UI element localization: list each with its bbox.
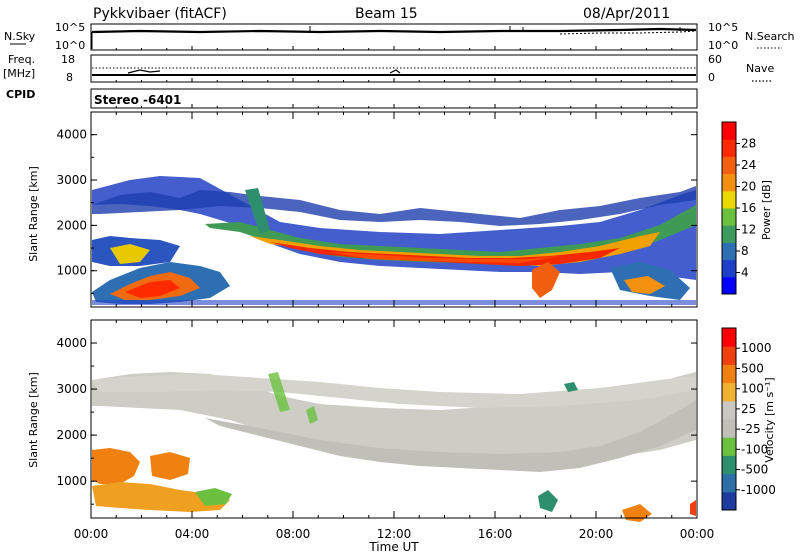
velocity-colorbar-label: Velocity [m s⁻¹]: [763, 377, 776, 462]
colorbar-tick-label: 12: [741, 223, 756, 237]
colorbar-tick-label: 28: [741, 137, 756, 151]
colorbar-tick-label: 25: [741, 402, 756, 416]
freq-tick-top: 18: [61, 53, 75, 66]
colorbar-segment: [722, 455, 736, 475]
cpid-mode: Stereo -6401: [94, 93, 181, 107]
power-panel: 4000 3000 2000 1000: [56, 111, 698, 308]
power-ylabel: Slant Range [km]: [27, 166, 40, 262]
y-tick-label: 1000: [56, 474, 87, 488]
colorbar-segment: [722, 346, 736, 365]
colorbar-frame: [721, 327, 737, 511]
power-scatter: [92, 176, 696, 305]
x-tick-label: 12:00: [377, 527, 412, 541]
colorbar-tick-label: 100: [741, 382, 764, 396]
x-axis-title: Time UT: [368, 540, 419, 554]
colorbar-tick-label: -25: [741, 422, 761, 436]
power-colorbar: 28 24 20 16 12 8 4: [721, 121, 756, 295]
velocity-colorbar: 1000 500 100 25 -25 -100 -500 -1000: [721, 327, 776, 511]
colorbar-segment: [722, 364, 736, 384]
colorbar-segment: [722, 419, 736, 438]
colorbar-segment: [722, 437, 736, 456]
velocity-ylabel: Slant Range [km]: [27, 372, 40, 468]
colorbar-tick-label: 4: [741, 266, 749, 280]
x-tick-label: 00:00: [74, 527, 109, 541]
y-tick-label: 3000: [56, 382, 87, 396]
colorbar-tick-label: 1000: [741, 341, 772, 355]
y-tick-label: 2000: [56, 428, 87, 442]
beam-title: Beam 15: [355, 6, 418, 22]
nsky-tick-bottom: 10^0: [55, 39, 85, 52]
power-x-ticks: [90, 112, 698, 307]
nsearch-tick-top: 10^5: [708, 21, 738, 34]
station-title: Pykkvibaer (fitACF): [93, 6, 227, 22]
nsky-tick-top: 10^5: [55, 21, 85, 34]
nave-tick-top: 60: [708, 53, 722, 66]
colorbar-segment: [722, 156, 736, 175]
date-title: 08/Apr/2011: [583, 6, 670, 22]
y-tick-label: 3000: [56, 173, 87, 187]
x-tick-label: 08:00: [276, 527, 311, 541]
colorbar-segment: [722, 491, 736, 511]
colorbar-segment: [722, 328, 736, 347]
colorbar-segment: [722, 122, 736, 140]
freq-label-line1: Freq.: [8, 53, 35, 66]
y-tick-label: 2000: [56, 218, 87, 232]
colorbar-segment: [722, 208, 736, 226]
colorbar-segment: [722, 225, 736, 243]
x-tick-label: 20:00: [579, 527, 614, 541]
velocity-x-ticks: [90, 320, 698, 518]
colorbar-segment: [722, 139, 736, 157]
x-axis-labels: 00:00 04:00 08:00 12:00 16:00 20:00 00:00: [74, 527, 715, 541]
colorbar-tick-label: 20: [741, 180, 756, 194]
colorbar-tick-label: -100: [741, 442, 768, 456]
cpid-label: CPID: [6, 88, 35, 101]
colorbar-tick-label: -1000: [741, 483, 776, 497]
nsky-label: N.Sky: [4, 30, 36, 43]
colorbar-segment: [722, 473, 736, 493]
colorbar-segment: [722, 382, 736, 402]
velocity-scatter: [92, 372, 696, 522]
colorbar-segment: [722, 276, 736, 295]
nsearch-label: N.Search: [745, 30, 795, 43]
freq-panel: [90, 54, 698, 83]
velocity-y-axis: 4000 3000 2000 1000: [56, 336, 697, 505]
y-tick-label: 4000: [56, 128, 87, 142]
x-tick-label: 16:00: [478, 527, 513, 541]
freq-label-line2: [MHz]: [3, 67, 35, 80]
x-tick-label: 04:00: [175, 527, 210, 541]
freq-tick-bottom: 8: [66, 71, 73, 84]
colorbar-tick-label: 24: [741, 158, 756, 172]
power-colorbar-label: Power [dB]: [760, 180, 773, 240]
velocity-panel: 4000 3000 2000 1000: [56, 319, 698, 522]
nave-tick-bottom: 0: [708, 71, 715, 84]
colorbar-segment: [722, 259, 736, 278]
y-tick-label: 4000: [56, 336, 87, 350]
colorbar-tick-label: 8: [741, 244, 749, 258]
power-y-axis: 4000 3000 2000 1000: [56, 128, 697, 294]
nave-label: Nave: [746, 62, 774, 75]
colorbar-segment: [722, 400, 736, 420]
colorbar-segment: [722, 242, 736, 261]
colorbar-segment: [722, 173, 736, 192]
y-tick-label: 1000: [56, 264, 87, 278]
colorbar-segment: [722, 190, 736, 209]
colorbar-tick-label: 16: [741, 201, 756, 215]
x-tick-label: 00:00: [680, 527, 715, 541]
colorbar-tick-label: 500: [741, 361, 764, 375]
nsearch-tick-bottom: 10^0: [708, 39, 738, 52]
colorbar-tick-label: -500: [741, 463, 768, 477]
